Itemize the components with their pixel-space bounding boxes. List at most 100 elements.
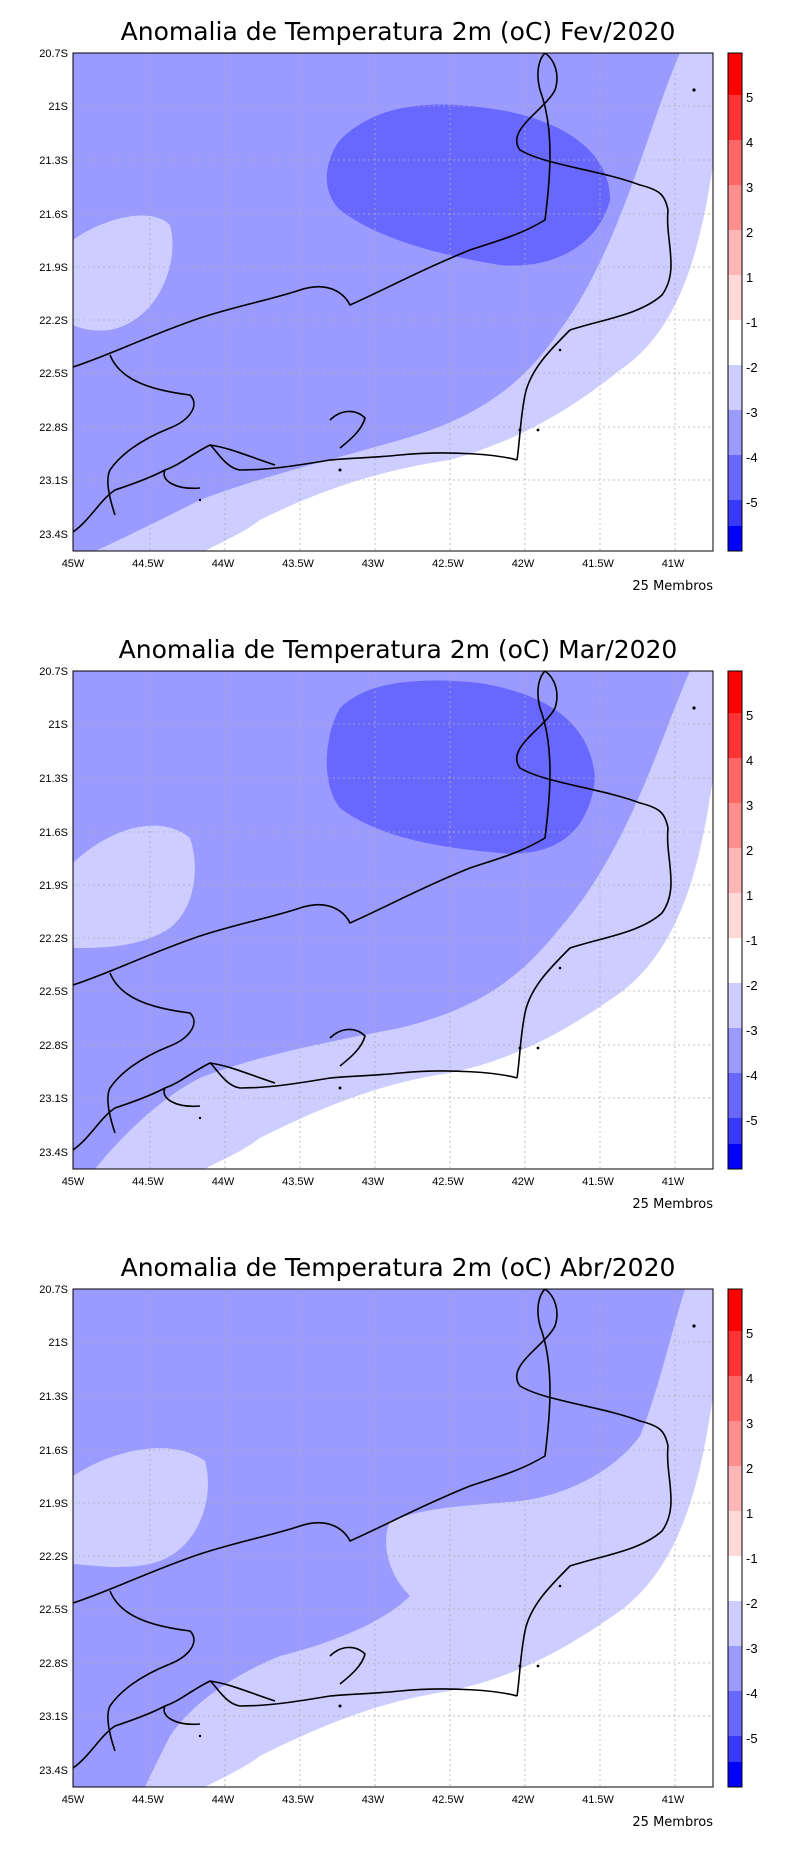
svg-text:22.8S: 22.8S	[39, 1040, 68, 1052]
svg-text:5: 5	[746, 1326, 753, 1341]
svg-text:-5: -5	[746, 495, 758, 510]
svg-text:21.3S: 21.3S	[39, 155, 68, 167]
svg-text:23.4S: 23.4S	[39, 1147, 68, 1159]
svg-text:43W: 43W	[362, 1176, 385, 1188]
svg-text:-1: -1	[746, 933, 758, 948]
svg-text:22.2S: 22.2S	[39, 1551, 68, 1563]
coastline-and-borders	[72, 670, 672, 1151]
svg-text:41.5W: 41.5W	[582, 1794, 614, 1806]
svg-text:5: 5	[746, 708, 753, 723]
svg-text:23.1S: 23.1S	[39, 1093, 68, 1105]
grid-lines	[73, 671, 713, 1169]
svg-text:42W: 42W	[512, 558, 535, 570]
svg-text:3: 3	[746, 1416, 753, 1431]
x-tick-labels: 45W 44.5W 44W 43.5W 43W 42.5W 42W 41.5W …	[62, 1176, 685, 1188]
svg-text:3: 3	[746, 798, 753, 813]
svg-text:21.6S: 21.6S	[39, 1445, 68, 1457]
svg-text:22.5S: 22.5S	[39, 986, 68, 998]
map-panel-fev: Anomalia de Temperatura 2m (oC) Fev/2020	[0, 0, 800, 618]
svg-text:21S: 21S	[48, 719, 68, 731]
svg-text:-4: -4	[746, 1068, 758, 1083]
svg-text:20.7S: 20.7S	[39, 48, 68, 60]
svg-text:41.5W: 41.5W	[582, 1176, 614, 1188]
svg-text:42W: 42W	[512, 1794, 535, 1806]
svg-text:22.5S: 22.5S	[39, 368, 68, 380]
svg-text:21.6S: 21.6S	[39, 209, 68, 221]
svg-text:-1: -1	[746, 1551, 758, 1566]
svg-text:43.5W: 43.5W	[282, 1794, 314, 1806]
svg-text:2: 2	[746, 843, 753, 858]
svg-text:44W: 44W	[212, 558, 235, 570]
svg-text:44W: 44W	[212, 1176, 235, 1188]
map-mar: Anomalia de Temperatura 2m (oC) Mar/2020	[39, 635, 758, 1212]
svg-text:23.4S: 23.4S	[39, 1765, 68, 1777]
svg-text:-4: -4	[746, 450, 758, 465]
svg-text:23.1S: 23.1S	[39, 475, 68, 487]
svg-text:42.5W: 42.5W	[432, 1794, 464, 1806]
svg-text:2: 2	[746, 225, 753, 240]
map-abr: Anomalia de Temperatura 2m (oC) Abr/2020…	[39, 1253, 758, 1830]
svg-text:41W: 41W	[662, 1794, 685, 1806]
svg-text:5: 5	[746, 90, 753, 105]
svg-text:43W: 43W	[362, 558, 385, 570]
map-fev: Anomalia de Temperatura 2m (oC) Fev/2020	[39, 17, 758, 594]
svg-text:23.1S: 23.1S	[39, 1711, 68, 1723]
svg-text:4: 4	[746, 135, 753, 150]
svg-text:43.5W: 43.5W	[282, 558, 314, 570]
members-label: 25 Membros	[632, 1815, 713, 1830]
svg-text:-3: -3	[746, 405, 758, 420]
svg-text:45W: 45W	[62, 558, 85, 570]
svg-text:-2: -2	[746, 1596, 758, 1611]
colorbar: 5 4 3 2 1 -1 -2 -3 -4 -5	[727, 52, 758, 552]
grid-lines	[73, 1289, 713, 1787]
svg-text:45W: 45W	[62, 1794, 85, 1806]
panel-title: Anomalia de Temperatura 2m (oC) Fev/2020	[121, 17, 676, 46]
x-tick-labels: 45W 44.5W 44W 43.5W 43W 42.5W 42W 41.5W …	[62, 1794, 685, 1806]
map-frame	[72, 52, 714, 552]
svg-text:43.5W: 43.5W	[282, 1176, 314, 1188]
svg-text:-3: -3	[746, 1641, 758, 1656]
map-frame	[72, 670, 714, 1170]
svg-text:23.4S: 23.4S	[39, 529, 68, 541]
islands	[198, 88, 696, 502]
panel-title: Anomalia de Temperatura 2m (oC) Abr/2020	[121, 1253, 676, 1282]
svg-text:21.6S: 21.6S	[39, 827, 68, 839]
svg-text:4: 4	[746, 753, 753, 768]
svg-text:4: 4	[746, 1371, 753, 1386]
contour-field	[73, 671, 713, 1169]
coastline-and-borders	[72, 1288, 672, 1769]
y-tick-labels: 20.7S 21S 21.3S 21.6S 21.9S 22.2S 22.5S …	[39, 48, 68, 541]
svg-text:43W: 43W	[362, 1794, 385, 1806]
svg-text:44.5W: 44.5W	[132, 558, 164, 570]
svg-text:2: 2	[746, 1461, 753, 1476]
islands	[198, 706, 696, 1120]
y-tick-labels: 20.7S 21S 21.3S 21.6S 21.9S 22.2S 22.5S …	[39, 1284, 68, 1777]
svg-text:21S: 21S	[48, 1337, 68, 1349]
map-frame	[72, 1288, 714, 1788]
x-tick-labels: 45W 44.5W 44W 43.5W 43W 42.5W 42W 41.5W …	[62, 558, 685, 570]
svg-text:42W: 42W	[512, 1176, 535, 1188]
svg-text:44.5W: 44.5W	[132, 1794, 164, 1806]
members-label: 25 Membros	[632, 1197, 713, 1212]
map-panel-mar: Anomalia de Temperatura 2m (oC) Mar/2020	[0, 618, 800, 1236]
contour-field	[73, 1289, 713, 1787]
svg-text:44.5W: 44.5W	[132, 1176, 164, 1188]
panel-title: Anomalia de Temperatura 2m (oC) Mar/2020	[119, 635, 678, 664]
colorbar: 5 4 3 2 1 -1 -2 -3 -4 -5	[727, 1288, 758, 1788]
svg-text:45W: 45W	[62, 1176, 85, 1188]
svg-text:21.9S: 21.9S	[39, 880, 68, 892]
grid-lines	[73, 53, 713, 551]
svg-text:41W: 41W	[662, 558, 685, 570]
svg-text:21.3S: 21.3S	[39, 1391, 68, 1403]
svg-text:42.5W: 42.5W	[432, 558, 464, 570]
svg-text:21S: 21S	[48, 101, 68, 113]
colorbar: 5 4 3 2 1 -1 -2 -3 -4 -5	[727, 670, 758, 1170]
svg-text:-5: -5	[746, 1113, 758, 1128]
coastline-and-borders	[72, 52, 672, 533]
svg-text:21.9S: 21.9S	[39, 1498, 68, 1510]
svg-text:21.3S: 21.3S	[39, 773, 68, 785]
contour-field	[73, 53, 713, 551]
svg-text:-1: -1	[746, 315, 758, 330]
svg-text:21.9S: 21.9S	[39, 262, 68, 274]
svg-text:22.2S: 22.2S	[39, 315, 68, 327]
